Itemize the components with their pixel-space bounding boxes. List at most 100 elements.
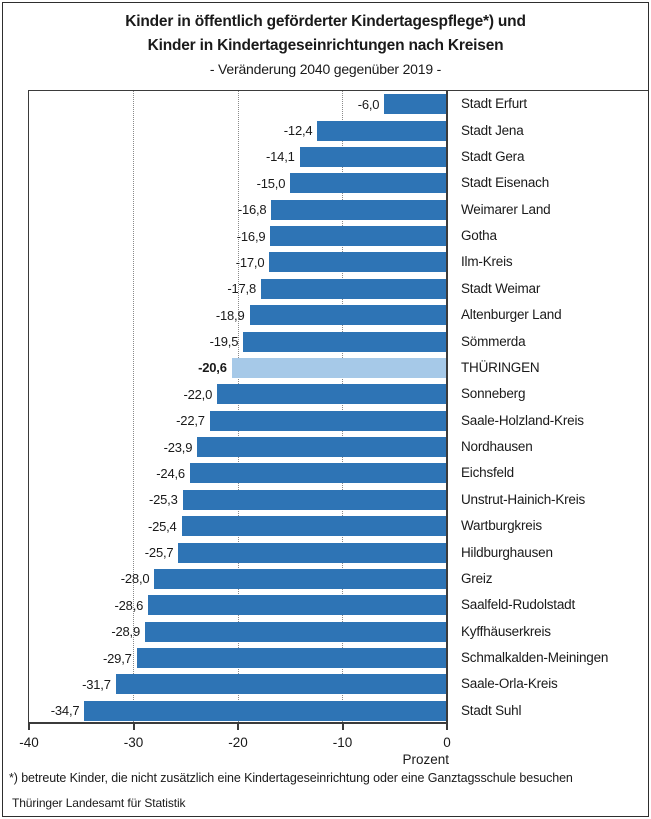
bar[interactable] <box>261 278 447 299</box>
category-label: Stadt Erfurt <box>461 96 527 112</box>
bar-row: -28,9 Kyffhäuserkreis <box>29 619 648 645</box>
category-label: Ilm-Kreis <box>461 254 513 270</box>
category-label: Weimarer Land <box>461 201 551 217</box>
bar[interactable] <box>154 568 447 589</box>
category-label: Saalfeld-Rudolstadt <box>461 597 576 613</box>
value-label: -28,6 <box>114 597 144 613</box>
category-label: Altenburger Land <box>461 307 562 323</box>
bar-row: -22,0 Sonneberg <box>29 381 648 407</box>
category-label: THÜRINGEN <box>461 359 540 375</box>
gridline <box>133 91 134 724</box>
category-label: Stadt Weimar <box>461 280 541 296</box>
bar-row: -17,8 Stadt Weimar <box>29 276 648 302</box>
axis-tick-label: -30 <box>123 735 144 750</box>
bar-row: -24,6 Eichsfeld <box>29 460 648 486</box>
value-label: -16,8 <box>237 202 267 218</box>
bar-row: -25,3 Unstrut-Hainich-Kreis <box>29 487 648 513</box>
category-label: Hildburghausen <box>461 544 553 560</box>
chart-title-line1: Kinder in öffentlich geförderter Kindert… <box>125 13 526 30</box>
category-label: Saale-Orla-Kreis <box>461 676 558 692</box>
bar[interactable] <box>145 621 447 642</box>
bar[interactable] <box>384 94 447 115</box>
category-label: Unstrut-Hainich-Kreis <box>461 491 586 507</box>
bar-row: -29,7 Schmalkalden-Meiningen <box>29 645 648 671</box>
category-label: Kyffhäuserkreis <box>461 623 551 639</box>
bar-row: -18,9 Altenburger Land <box>29 302 648 328</box>
bar-row: -16,9 Gotha <box>29 223 648 249</box>
bar-row: -22,7 Saale-Holzland-Kreis <box>29 408 648 434</box>
axis-tick-label: 0 <box>443 735 451 750</box>
value-label: -24,6 <box>156 465 185 481</box>
axis-tick-label: -20 <box>228 735 248 750</box>
bar-row: -25,4 Wartburgkreis <box>29 513 648 539</box>
axis-tick-label: -10 <box>332 735 353 750</box>
bar[interactable] <box>189 463 447 484</box>
category-label: Stadt Eisenach <box>461 175 550 191</box>
category-label: Stadt Jena <box>461 122 524 138</box>
bar-row: -34,7 Stadt Suhl <box>29 698 648 724</box>
bar-row: -28,6 Saalfeld-Rudolstadt <box>29 592 648 618</box>
bar[interactable] <box>217 384 447 405</box>
x-axis-line <box>29 722 448 724</box>
bar[interactable] <box>209 410 447 431</box>
bar[interactable] <box>299 146 447 167</box>
value-label: -34,7 <box>50 703 80 719</box>
category-label: Wartburgkreis <box>461 518 542 534</box>
category-label: Saale-Holzland-Kreis <box>461 412 584 428</box>
bar[interactable] <box>197 437 447 458</box>
bar-row: -23,9 Nordhausen <box>29 434 648 460</box>
bar[interactable] <box>182 489 447 510</box>
bar-highlight[interactable] <box>231 357 447 378</box>
value-label: -22,7 <box>176 413 205 429</box>
value-label: -19,5 <box>209 334 239 350</box>
bar[interactable] <box>136 648 447 669</box>
bar-row: -20,6 THÜRINGEN <box>29 355 648 381</box>
value-label: -20,6 <box>198 360 227 376</box>
bar[interactable] <box>269 252 447 273</box>
axis-tick <box>446 724 448 730</box>
bar-row: -28,0 Greiz <box>29 566 648 592</box>
category-label: Sonneberg <box>461 386 526 402</box>
value-label: -25,4 <box>147 518 177 534</box>
gridline <box>237 91 239 724</box>
value-label: -22,0 <box>183 386 213 402</box>
category-label: Stadt Gera <box>461 148 525 164</box>
bar[interactable] <box>115 674 447 695</box>
bar[interactable] <box>271 199 447 220</box>
value-label: -25,7 <box>144 545 174 561</box>
zero-axis-line <box>446 91 448 724</box>
bar[interactable] <box>270 226 447 247</box>
category-label: Gotha <box>461 228 497 244</box>
value-label: -31,7 <box>82 676 111 692</box>
value-label: -23,9 <box>163 439 193 455</box>
value-label: -14,1 <box>266 149 295 165</box>
value-label: -28,9 <box>111 624 140 640</box>
bar-row: -31,7 Saale-Orla-Kreis <box>29 671 648 697</box>
bar[interactable] <box>243 331 447 352</box>
axis-tick-label: -40 <box>19 735 39 750</box>
bar[interactable] <box>148 595 447 616</box>
bar-row: -6,0 Stadt Erfurt <box>29 91 648 117</box>
value-label: -15,0 <box>256 175 286 191</box>
value-label: -12,4 <box>283 123 313 139</box>
axis-tick <box>341 724 344 730</box>
value-label: -16,9 <box>236 228 266 244</box>
bar[interactable] <box>84 700 447 721</box>
value-label: -17,8 <box>227 281 256 297</box>
chart-title-line2: Kinder in Kindertageseinrichtungen nach … <box>147 37 504 54</box>
category-label: Eichsfeld <box>461 465 514 481</box>
bar[interactable] <box>290 173 447 194</box>
bar[interactable] <box>249 305 447 326</box>
bar-row: -25,7 Hildburghausen <box>29 539 648 565</box>
category-label: Nordhausen <box>461 439 533 455</box>
bar[interactable] <box>178 542 447 563</box>
category-label: Greiz <box>461 570 493 586</box>
bar-row: -12,4 Stadt Jena <box>29 117 648 143</box>
value-label: -18,9 <box>215 307 245 323</box>
bar[interactable] <box>181 516 447 537</box>
bar[interactable] <box>317 120 447 141</box>
bar-row: -17,0 Ilm-Kreis <box>29 249 648 275</box>
axis-tick <box>237 724 239 730</box>
value-label: -17,0 <box>235 254 265 270</box>
